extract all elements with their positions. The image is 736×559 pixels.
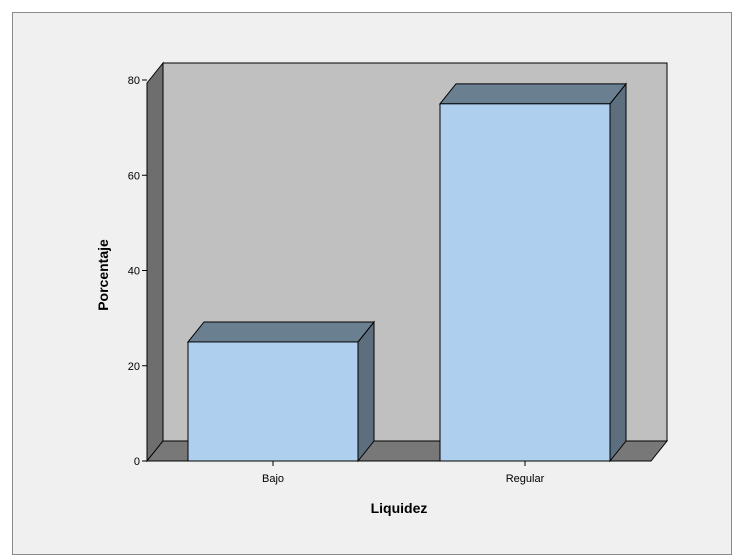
plot-left-wall bbox=[146, 61, 164, 463]
y-ticks: 0 20 40 60 80 bbox=[128, 75, 147, 468]
bar-bajo bbox=[186, 320, 376, 463]
bar-series bbox=[186, 82, 628, 463]
bar-top-face bbox=[186, 321, 376, 343]
x-tick-label: Regular bbox=[506, 473, 545, 485]
bar-front-face bbox=[187, 341, 359, 462]
y-tick-label: 60 bbox=[128, 170, 140, 182]
bar-front-face bbox=[439, 103, 611, 462]
y-tick-label: 20 bbox=[128, 361, 140, 373]
bar-side-face bbox=[357, 320, 375, 463]
y-tick-label: 0 bbox=[134, 456, 140, 468]
y-tick-label: 40 bbox=[128, 266, 140, 278]
bar-top-face bbox=[438, 83, 628, 105]
y-axis-title: Porcentaje bbox=[95, 239, 111, 311]
x-ticks: Bajo Regular bbox=[262, 461, 545, 485]
bar-regular bbox=[438, 82, 628, 463]
x-axis-title: Liquidez bbox=[371, 500, 428, 516]
y-tick-label: 80 bbox=[128, 75, 140, 87]
x-tick-label: Bajo bbox=[262, 473, 284, 485]
bar-side-face bbox=[609, 82, 627, 463]
